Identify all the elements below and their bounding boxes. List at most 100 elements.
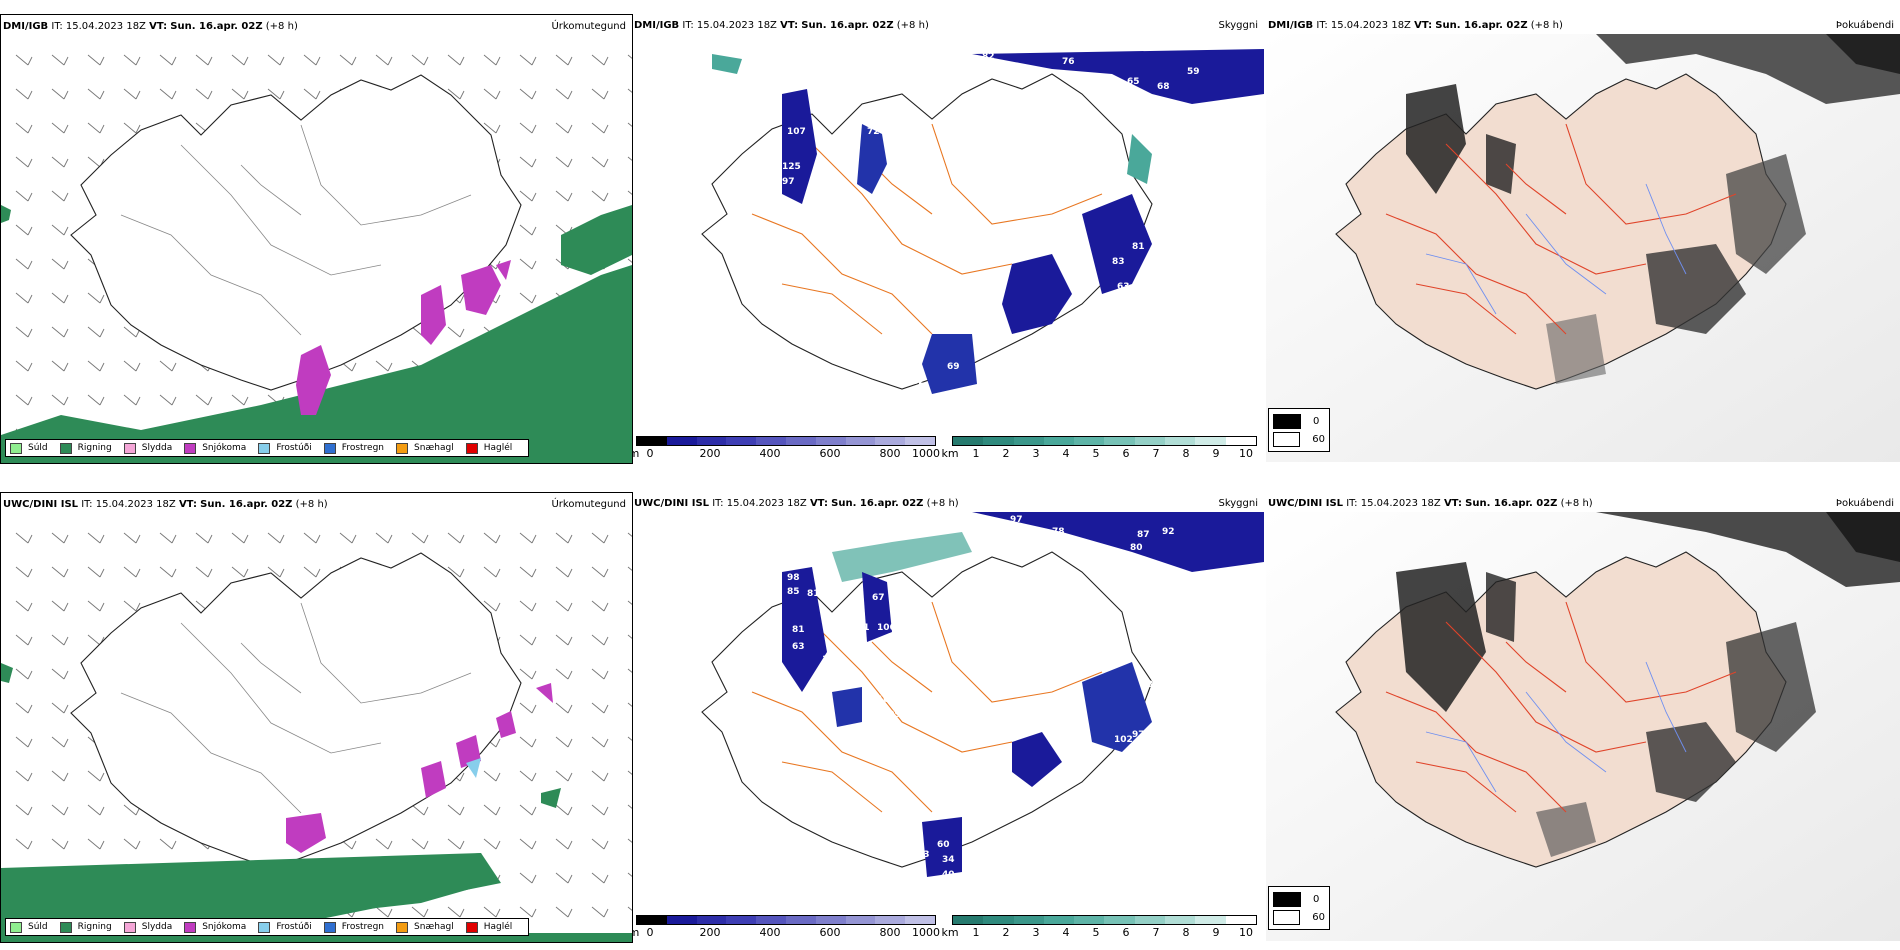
svg-text:40: 40: [942, 870, 955, 880]
svg-text:71: 71: [1092, 77, 1105, 87]
legend-item: Frostregn: [323, 442, 384, 454]
wind-barb: [447, 532, 465, 544]
svg-text:100: 100: [977, 517, 996, 527]
precip-map: [1, 513, 632, 942]
wind-barb: [267, 532, 285, 544]
svg-text:87: 87: [1137, 530, 1150, 540]
wind-barb: [87, 770, 105, 782]
wind-barb: [519, 634, 537, 646]
wind-barb: [123, 838, 141, 850]
wind-barb: [555, 600, 573, 612]
wind-barb: [51, 532, 69, 544]
wind-barb: [591, 906, 609, 918]
svg-text:55: 55: [812, 675, 825, 685]
visibility-map: 100 99 97 78 87 92 80 98 85 81 67 41 106…: [632, 512, 1264, 905]
svg-text:107: 107: [787, 127, 806, 137]
panel-header: DMI/IGB IT: 15.04.2023 18Z VT: Sun. 16.a…: [634, 20, 1258, 31]
wind-barb: [483, 532, 501, 544]
wind-barb: [195, 88, 213, 100]
svg-text:102: 102: [1114, 735, 1133, 745]
panel-header: DMI/IGB IT: 15.04.2023 18Z VT: Sun. 16.a…: [3, 21, 632, 35]
legend-swatch: [465, 442, 478, 454]
panel-header: UWC/DINI ISL IT: 15.04.2023 18Z VT: Sun.…: [1268, 498, 1894, 509]
wind-barb: [303, 54, 321, 66]
legend-swatch: [1273, 909, 1301, 925]
wind-barb: [591, 668, 609, 680]
wind-barb: [447, 566, 465, 578]
wind-barb: [51, 838, 69, 850]
rain-area-south: [1, 265, 632, 463]
wind-barb: [519, 122, 537, 134]
precip-type-legend: Súld Rigning Slydda Snjókoma Frostúði Fr…: [5, 439, 530, 457]
wind-barb: [627, 54, 632, 59]
wind-barb: [51, 88, 69, 100]
lead-time: (+8 h): [1560, 498, 1593, 509]
legend-swatch: [59, 442, 72, 454]
wind-barb: [51, 736, 69, 748]
wind-barb: [519, 702, 537, 714]
legend-swatch: [396, 442, 409, 454]
lead-time: (+8 h): [1530, 20, 1563, 31]
wind-barb: [339, 532, 357, 544]
wind-barb: [555, 702, 573, 714]
valid-time: Sun. 16.apr. 02Z: [170, 21, 263, 32]
svg-text:74: 74: [1072, 312, 1085, 322]
legend-swatch: [323, 442, 336, 454]
legend-swatch: [258, 921, 271, 933]
wind-barb: [627, 838, 632, 843]
wind-barb: [483, 88, 501, 100]
wind-barb: [483, 600, 501, 612]
svg-text:97: 97: [782, 177, 795, 187]
wind-barb: [483, 122, 501, 134]
wind-barb: [159, 394, 177, 406]
wind-barb: [267, 88, 285, 100]
wind-barb: [123, 532, 141, 544]
wind-barb: [159, 532, 177, 544]
svg-text:81: 81: [792, 625, 805, 635]
legend-item: Rigning: [59, 442, 112, 454]
wind-barb: [123, 566, 141, 578]
wind-barb: [555, 634, 573, 646]
svg-text:34: 34: [942, 855, 955, 865]
wind-barb: [591, 838, 609, 850]
iceland-outline: [701, 551, 1153, 868]
svg-text:105: 105: [822, 655, 841, 665]
svg-text:83: 83: [1067, 775, 1080, 785]
precip-type-panel-1: DMI/IGB IT: 15.04.2023 18Z VT: Sun. 16.a…: [0, 14, 633, 464]
wind-barb: [15, 634, 33, 646]
valid-time: Sun. 16.apr. 02Z: [200, 499, 293, 510]
wind-barb: [15, 702, 33, 714]
svg-text:63: 63: [792, 642, 805, 652]
legend-swatch: [184, 442, 197, 454]
wind-barb: [555, 668, 573, 680]
rain-area-east: [561, 205, 632, 275]
precip-type-legend: Súld Rigning Slydda Snjókoma Frostúði Fr…: [5, 918, 530, 936]
model-name: DMI/IGB: [634, 20, 680, 31]
valid-time: Sun. 16.apr. 02Z: [801, 20, 894, 31]
model-name: DMI/IGB: [3, 21, 49, 32]
wind-barb: [627, 872, 632, 877]
legend-swatch: [323, 921, 336, 933]
wind-barb: [15, 736, 33, 748]
wind-barb: [447, 804, 465, 816]
panel-header: DMI/IGB IT: 15.04.2023 18Z VT: Sun. 16.a…: [1268, 20, 1894, 31]
wind-barb: [555, 906, 573, 918]
legend-item: Snjókoma: [184, 442, 246, 454]
wind-barb: [15, 770, 33, 782]
svg-text:82: 82: [982, 52, 995, 62]
wind-barb: [555, 736, 573, 748]
wind-barb: [15, 258, 33, 270]
wind-barb: [87, 326, 105, 338]
wind-barb: [447, 326, 465, 338]
wind-barb: [627, 702, 632, 707]
wind-barb: [15, 224, 33, 236]
legend-item: Snæhagl: [396, 442, 454, 454]
wind-barb: [15, 668, 33, 680]
legend-swatch: [123, 442, 136, 454]
panel-title: Úrkomutegund: [551, 21, 626, 32]
wind-barb: [627, 736, 632, 741]
wind-barb: [159, 566, 177, 578]
lead-time: (+8 h): [295, 499, 328, 510]
wind-barb: [51, 360, 69, 372]
wind-barb: [51, 258, 69, 270]
